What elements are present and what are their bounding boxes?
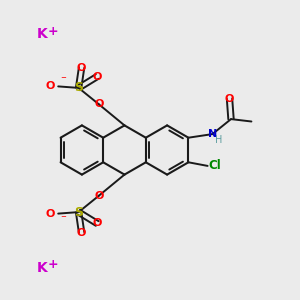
Text: O: O [45,81,55,92]
Text: O: O [45,208,55,219]
Text: O: O [94,99,104,110]
Text: O: O [92,218,102,229]
Text: K: K [37,28,47,41]
Text: ⁻: ⁻ [61,75,67,85]
Text: O: O [92,71,102,82]
Text: ⁻: ⁻ [61,214,67,225]
Text: O: O [94,190,104,201]
Text: H: H [215,135,223,145]
Text: Cl: Cl [208,159,221,172]
Text: O: O [77,227,86,238]
Text: +: + [47,258,58,271]
Text: K: K [37,261,47,274]
Text: S: S [74,206,83,219]
Text: O: O [77,62,86,73]
Text: S: S [74,81,83,94]
Text: N: N [208,129,217,139]
Text: +: + [47,25,58,38]
Text: O: O [225,94,234,104]
